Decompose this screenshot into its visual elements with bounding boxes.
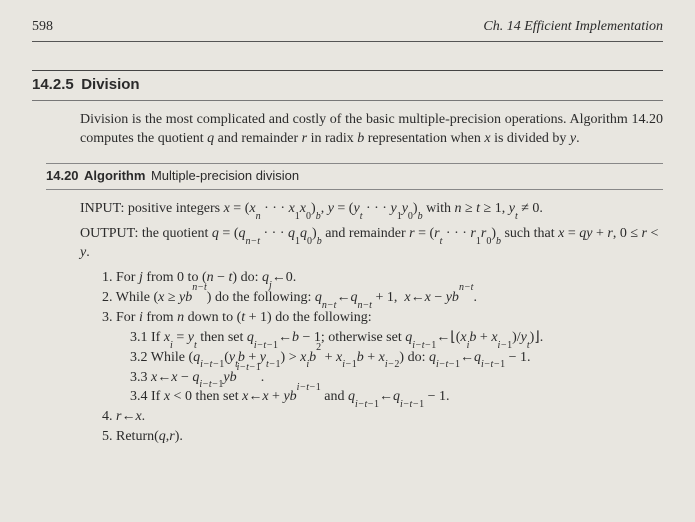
- step-31-mid: then set: [200, 330, 243, 345]
- step-31-mid2: otherwise set: [328, 330, 401, 345]
- step-3-4: 3.4 If x < 0 then set x←x + ybi−t−1 and …: [130, 388, 663, 407]
- input-label: INPUT:: [80, 201, 124, 216]
- output-text: the quotient: [142, 226, 209, 241]
- step-3: 3. For i from n down to (t + 1) do the f…: [102, 309, 663, 328]
- step-34-and: and: [324, 389, 344, 404]
- step-2: 2. While (x ≥ ybn−t) do the following: q…: [102, 289, 663, 308]
- step-5-prefix: 5. Return: [102, 429, 154, 444]
- input-text: positive integers: [128, 201, 220, 216]
- step-3-2: 3.2 While (qi−t−1(ytb + yt−1) > xib2 + x…: [130, 349, 663, 368]
- step-1-prefix: 1. For: [102, 270, 135, 285]
- step-1-mid: from 0 to: [146, 270, 198, 285]
- step-32-prefix: 3.2 While: [130, 350, 185, 365]
- algorithm-number: 14.20: [46, 168, 79, 183]
- step-4-num: 4.: [102, 409, 113, 424]
- step-3-mid: from: [146, 310, 173, 325]
- step-1-suffix: do:: [241, 270, 259, 285]
- step-32-suffix: do:: [408, 350, 426, 365]
- algorithm-label: Algorithm: [84, 168, 145, 183]
- output-text3: such that: [504, 226, 554, 241]
- step-3-prefix: 3. For: [102, 310, 135, 325]
- algorithm-body: INPUT: positive integers x = (xn · · · x…: [80, 200, 663, 447]
- section-number: 14.2.5: [32, 76, 74, 93]
- step-3-suffix: do the following:: [275, 310, 371, 325]
- step-31-prefix: 3.1 If: [130, 330, 160, 345]
- chapter-title: Ch. 14 Efficient Implementation: [483, 18, 663, 37]
- step-1: 1. For j from 0 to (n − t) do: qj←0.: [102, 269, 663, 288]
- section-header: 14.2.5 Division: [32, 70, 663, 101]
- output-text2: and remainder: [325, 226, 405, 241]
- step-3-mid2: down to: [188, 310, 234, 325]
- step-33-prefix: 3.3: [130, 370, 148, 385]
- step-34-mid: then set: [195, 389, 238, 404]
- section-title: Division: [81, 76, 139, 93]
- output-q: q = (qn−t · · · q1q0)b: [212, 226, 322, 241]
- step-5: 5. Return(q,r).: [102, 428, 663, 447]
- step-3-1: 3.1 If xi = yt then set qi−t−1←b − 1; ot…: [130, 329, 663, 348]
- page-header: 598 Ch. 14 Efficient Implementation: [32, 18, 663, 42]
- algorithm-header: 14.20 Algorithm Multiple-precision divis…: [46, 163, 663, 191]
- algorithm-steps: 1. For j from 0 to (n − t) do: qj←0. 2. …: [102, 269, 663, 447]
- step-34-prefix: 3.4 If: [130, 389, 160, 404]
- step-4: 4. r←x.: [102, 408, 663, 427]
- algorithm-subtitle: Multiple-precision division: [151, 168, 299, 183]
- step-2-prefix: 2. While: [102, 290, 150, 305]
- input-math: x = (xn · · · x1x0)b, y = (yt · · · y1y0…: [224, 201, 423, 216]
- section-intro: Division is the most complicated and cos…: [80, 111, 663, 149]
- algorithm-input: INPUT: positive integers x = (xn · · · x…: [80, 200, 663, 219]
- step-2-suffix: do the following:: [215, 290, 311, 305]
- step-3-3: 3.3 x←x − qi−t−1ybi−t−1.: [130, 369, 663, 388]
- substeps: 3.1 If xi = yt then set qi−t−1←b − 1; ot…: [130, 329, 663, 408]
- page-number: 598: [32, 18, 53, 37]
- output-r: r = (rt · · · r1r0)b: [409, 226, 501, 241]
- algorithm-output: OUTPUT: the quotient q = (qn−t · · · q1q…: [80, 225, 663, 263]
- output-label: OUTPUT:: [80, 226, 138, 241]
